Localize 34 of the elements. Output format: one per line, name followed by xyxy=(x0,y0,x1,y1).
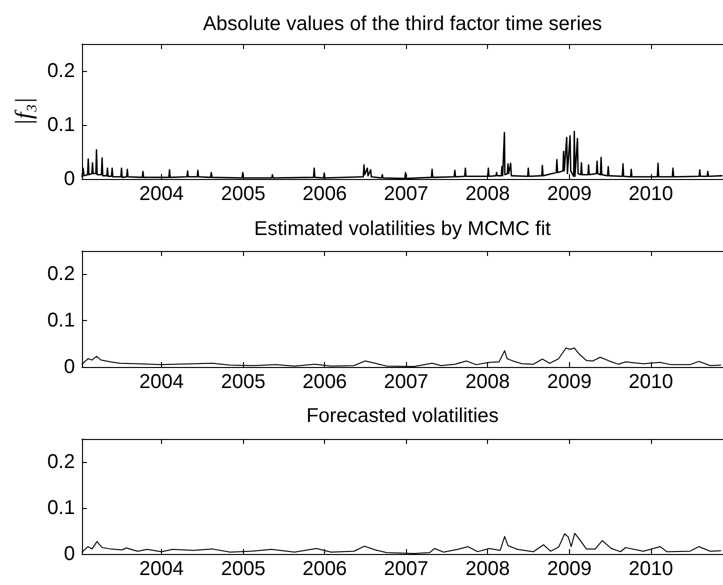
y-tick-label: 0.2 xyxy=(47,451,75,473)
x-tick-label: 2006 xyxy=(302,183,347,205)
y-tick-label: 0.2 xyxy=(47,263,75,286)
y-axis-title: |f₃| xyxy=(11,97,38,126)
x-tick-label: 2009 xyxy=(547,371,592,393)
x-tick-label: 2008 xyxy=(465,183,510,205)
x-tick-label: 2004 xyxy=(139,371,184,393)
y-tick-label: 0.1 xyxy=(47,497,75,519)
x-tick-label: 2005 xyxy=(220,183,266,205)
x-tick-label: 2006 xyxy=(302,371,347,393)
x-tick-label: 2009 xyxy=(547,558,592,580)
chart-title: Absolute values of the third factor time series xyxy=(202,13,602,35)
x-tick-label: 2005 xyxy=(220,558,266,580)
y-tick-label: 0 xyxy=(64,543,75,565)
x-tick-label: 2007 xyxy=(384,183,428,205)
x-tick-label: 2010 xyxy=(628,183,674,205)
y-tick-label: 0 xyxy=(64,356,75,378)
y-tick-label: 0.2 xyxy=(47,60,75,82)
x-tick-label: 2009 xyxy=(547,183,592,205)
x-tick-label: 2004 xyxy=(139,558,184,580)
x-tick-label: 2006 xyxy=(302,558,347,580)
y-tick-label: 0.1 xyxy=(47,114,75,136)
x-tick-label: 2005 xyxy=(220,371,266,393)
x-tick-label: 2010 xyxy=(628,371,674,393)
x-tick-label: 2008 xyxy=(465,558,510,580)
y-tick-label: 0.1 xyxy=(47,310,75,332)
chart-title: Estimated volatilities by MCMC fit xyxy=(254,218,552,240)
x-tick-label: 2007 xyxy=(384,371,428,393)
x-tick-label: 2004 xyxy=(139,183,184,205)
chart-title: Forecasted volatilities xyxy=(306,405,499,427)
y-tick-label: 0 xyxy=(64,168,75,190)
x-tick-label: 2010 xyxy=(628,558,674,580)
x-tick-label: 2007 xyxy=(384,558,428,580)
x-tick-label: 2008 xyxy=(465,371,510,393)
